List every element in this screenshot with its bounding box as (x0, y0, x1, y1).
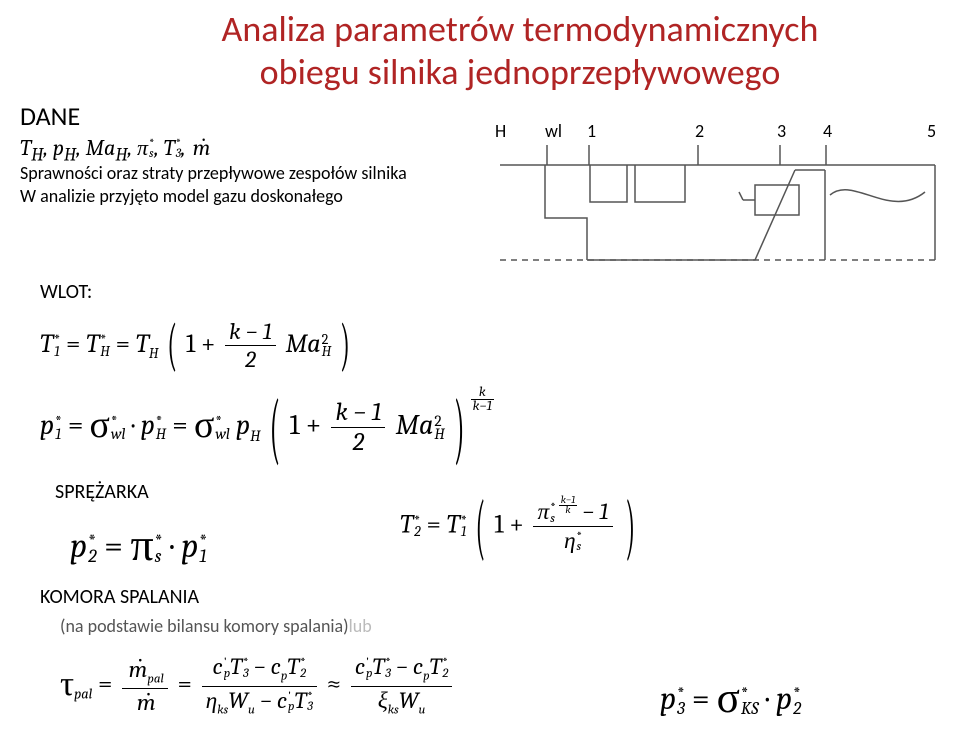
engine-diagram: H wl 1 2 3 4 5 (495, 120, 935, 280)
label-1: 1 (587, 120, 596, 142)
eq-p1star: p*1 = σ*wl · p*H = σ*wl pH ( 1 + k − 12 … (40, 400, 494, 455)
page-root: Analiza parametrów termodynamicznych obi… (0, 0, 960, 730)
label-4: 4 (823, 120, 832, 142)
sub-notes: Sprawności oraz straty przepływowe zespo… (20, 162, 407, 207)
dane-header: DANE (20, 100, 80, 132)
subnote-1: Sprawności oraz straty przepływowe zespo… (20, 162, 407, 184)
label-H: H (495, 120, 506, 142)
label-wl: wl (545, 120, 562, 142)
label-5: 5 (927, 120, 936, 142)
wlot-label: WLOT: (40, 280, 92, 304)
eq-tau-pal: τpal = mpal m = c'pT*3 − cpT*2 ηksWu − c… (60, 655, 456, 717)
komora-label: KOMORA SPALANIA (40, 585, 199, 609)
komora-note: (na podstawie bilansu komory spalania)lu… (60, 615, 372, 637)
eq-T1star: T*1 = T*H = TH ( 1 + k − 12 Ma2H ) (40, 320, 353, 372)
dane-symbols: TH, pH, MaH, π*s, T*3, m (20, 135, 210, 165)
eq-p3star: p*3 = σ*KS · p*2 (660, 670, 801, 720)
engine-svg (495, 140, 940, 280)
label-3: 3 (777, 120, 786, 142)
eq-p2star: p*2 = π*s · p*1 (70, 515, 207, 569)
title-line-1: Analiza parametrów termodynamicznych (222, 7, 819, 51)
title-line-2: obiegu silnika jednoprzepływowego (260, 50, 781, 94)
subnote-2: W analizie przyjęto model gazu doskonałe… (20, 185, 343, 207)
page-title: Analiza parametrów termodynamicznych obi… (120, 8, 920, 94)
sprezarka-label: SPRĘŻARKA (55, 480, 149, 504)
label-2: 2 (695, 120, 704, 142)
eq-T2star: T*2 = T*1 ( 1 + π*sk−1k − 1 η*s ) (400, 500, 638, 553)
